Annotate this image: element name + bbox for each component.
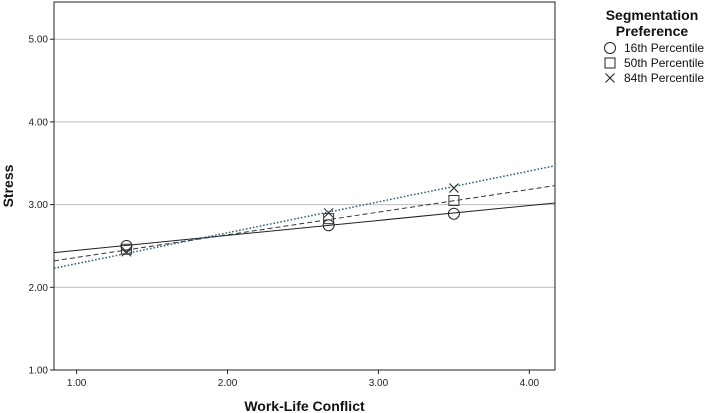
x-axis-ticks: 1.00 2.00 3.00 4.00 [67, 370, 540, 389]
y-axis-title: Stress [0, 164, 16, 207]
data-point-series-2-1 [120, 243, 132, 255]
legend-title-line-2: Preference [616, 23, 689, 39]
y-axis-ticks: 1.00 2.00 3.00 4.00 5.00 [29, 35, 54, 377]
fit-line-series-3 [53, 165, 556, 270]
y-tick-label: 5.00 [29, 35, 49, 46]
data-point-series-3-3 [449, 183, 459, 193]
x-tick-label: 4.00 [520, 378, 540, 389]
legend-marker-square [604, 57, 616, 69]
x-axis-title: Work-Life Conflict [244, 398, 365, 413]
fit-lines [53, 165, 556, 270]
gridlines [54, 38, 555, 288]
fit-line-series-2 [53, 185, 556, 262]
y-tick-label: 2.00 [29, 283, 49, 294]
plot-frame [53, 1, 556, 371]
legend-label-series-1: 16th Percentile [624, 41, 704, 55]
data-point-series-3-1 [121, 246, 132, 257]
x-tick-label: 1.00 [67, 378, 87, 389]
fit-line-series-1 [53, 202, 556, 254]
x-tick-label: 2.00 [218, 378, 238, 389]
data-point-series-1-2 [322, 219, 335, 232]
legend-label-series-3: 84th Percentile [624, 71, 704, 85]
data-point-series-3-2 [323, 207, 334, 218]
y-tick-label: 4.00 [29, 117, 49, 128]
legend-title-line-1: Segmentation [606, 7, 699, 23]
y-tick-label: 3.00 [29, 200, 49, 211]
data-point-series-1-3 [447, 207, 460, 220]
legend-label-series-2: 50th Percentile [624, 56, 704, 70]
legend-marker-circle [604, 42, 616, 54]
legend: Segmentation Preference 16th Percentile5… [604, 7, 704, 85]
data-markers [120, 183, 460, 257]
data-point-series-2-3 [448, 194, 460, 206]
y-tick-label: 1.00 [29, 366, 49, 377]
legend-marker-x [605, 73, 615, 83]
x-tick-label: 3.00 [369, 378, 389, 389]
data-point-series-2-2 [323, 213, 335, 225]
